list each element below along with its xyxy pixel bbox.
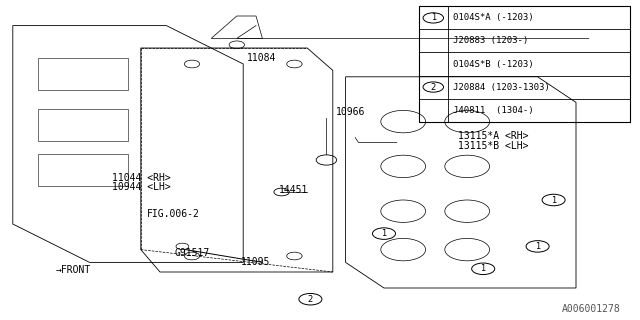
Text: 14451: 14451 bbox=[278, 185, 308, 196]
Text: 0104S*A (-1203): 0104S*A (-1203) bbox=[453, 13, 534, 22]
Text: 11044 <RH>: 11044 <RH> bbox=[112, 172, 171, 183]
Text: 1: 1 bbox=[381, 229, 387, 238]
Text: 13115*B <LH>: 13115*B <LH> bbox=[458, 140, 528, 151]
Text: FIG.006-2: FIG.006-2 bbox=[147, 209, 200, 220]
Text: 1: 1 bbox=[535, 242, 540, 251]
Bar bbox=[419, 6, 630, 122]
Text: A006001278: A006001278 bbox=[562, 304, 621, 314]
Text: 0104S*B (-1203): 0104S*B (-1203) bbox=[453, 60, 534, 68]
Text: J40811  (1304-): J40811 (1304-) bbox=[453, 106, 534, 115]
Text: 10966: 10966 bbox=[336, 107, 365, 117]
Text: G91517: G91517 bbox=[174, 248, 210, 258]
Text: 1: 1 bbox=[551, 196, 556, 204]
Text: 2: 2 bbox=[308, 295, 313, 304]
Text: 11084: 11084 bbox=[246, 52, 276, 63]
Text: 1: 1 bbox=[431, 13, 436, 22]
Text: 10944 <LH>: 10944 <LH> bbox=[112, 182, 171, 192]
Text: J20883 (1203-): J20883 (1203-) bbox=[453, 36, 529, 45]
Text: 11095: 11095 bbox=[241, 257, 271, 268]
Text: 1: 1 bbox=[481, 264, 486, 273]
Text: →FRONT: →FRONT bbox=[56, 265, 92, 276]
Text: 13115*A <RH>: 13115*A <RH> bbox=[458, 131, 528, 141]
Text: J20884 (1203-1303): J20884 (1203-1303) bbox=[453, 83, 550, 92]
Text: 2: 2 bbox=[431, 83, 436, 92]
